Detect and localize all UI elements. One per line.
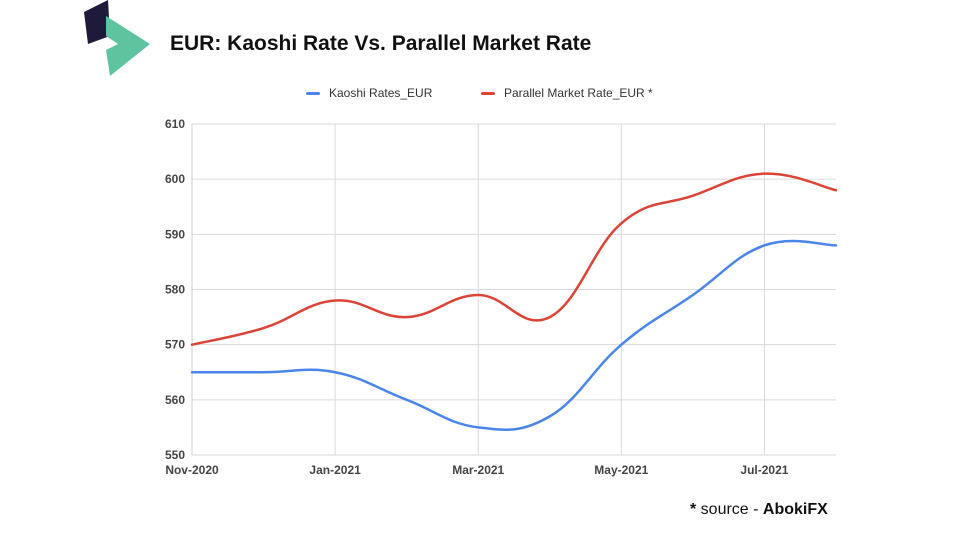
source-name: AbokiFX <box>762 501 828 518</box>
series-layer <box>190 172 838 431</box>
legend-label-parallel: Parallel Market Rate_EUR * <box>504 86 653 100</box>
grid-layer <box>191 123 836 456</box>
x-tick-label: Mar-2021 <box>452 463 504 477</box>
y-tick-label: 550 <box>165 448 185 462</box>
series-line-parallel <box>190 172 838 346</box>
series-line-kaoshi <box>190 239 838 431</box>
x-tick-label: Jul-2021 <box>740 463 788 477</box>
legend-item-parallel: Parallel Market Rate_EUR * <box>481 86 653 100</box>
x-tick-label: May-2021 <box>594 463 648 477</box>
y-tick-label: 600 <box>165 172 185 186</box>
source-star: * <box>690 501 697 518</box>
source-text: source - <box>696 501 763 518</box>
legend-swatch-parallel <box>481 91 495 95</box>
x-tick-label: Jan-2021 <box>309 463 361 477</box>
legend-swatch-kaoshi <box>306 91 320 95</box>
logo-green-shape <box>106 16 150 76</box>
chart-legend: Kaoshi Rates_EUR Parallel Market Rate_EU… <box>0 86 960 106</box>
x-tick-label: Nov-2020 <box>165 463 219 477</box>
logo-dark-shape <box>84 0 110 44</box>
y-tick-label: 560 <box>165 393 185 407</box>
source-note: * source - AbokiFX <box>690 501 828 519</box>
page-title: EUR: Kaoshi Rate Vs. Parallel Market Rat… <box>170 32 592 55</box>
legend-item-kaoshi: Kaoshi Rates_EUR <box>306 86 432 100</box>
legend-label-kaoshi: Kaoshi Rates_EUR <box>329 86 433 100</box>
y-tick-label: 570 <box>165 338 185 352</box>
y-tick-label: 590 <box>165 227 185 241</box>
y-tick-label: 610 <box>165 117 185 131</box>
kaoshi-logo-icon <box>84 0 150 76</box>
y-tick-label: 580 <box>165 283 185 297</box>
axis-layer: 550 560 570 580 590 600 610 Nov-2020 Jan-2021 Mar… <box>165 117 789 477</box>
